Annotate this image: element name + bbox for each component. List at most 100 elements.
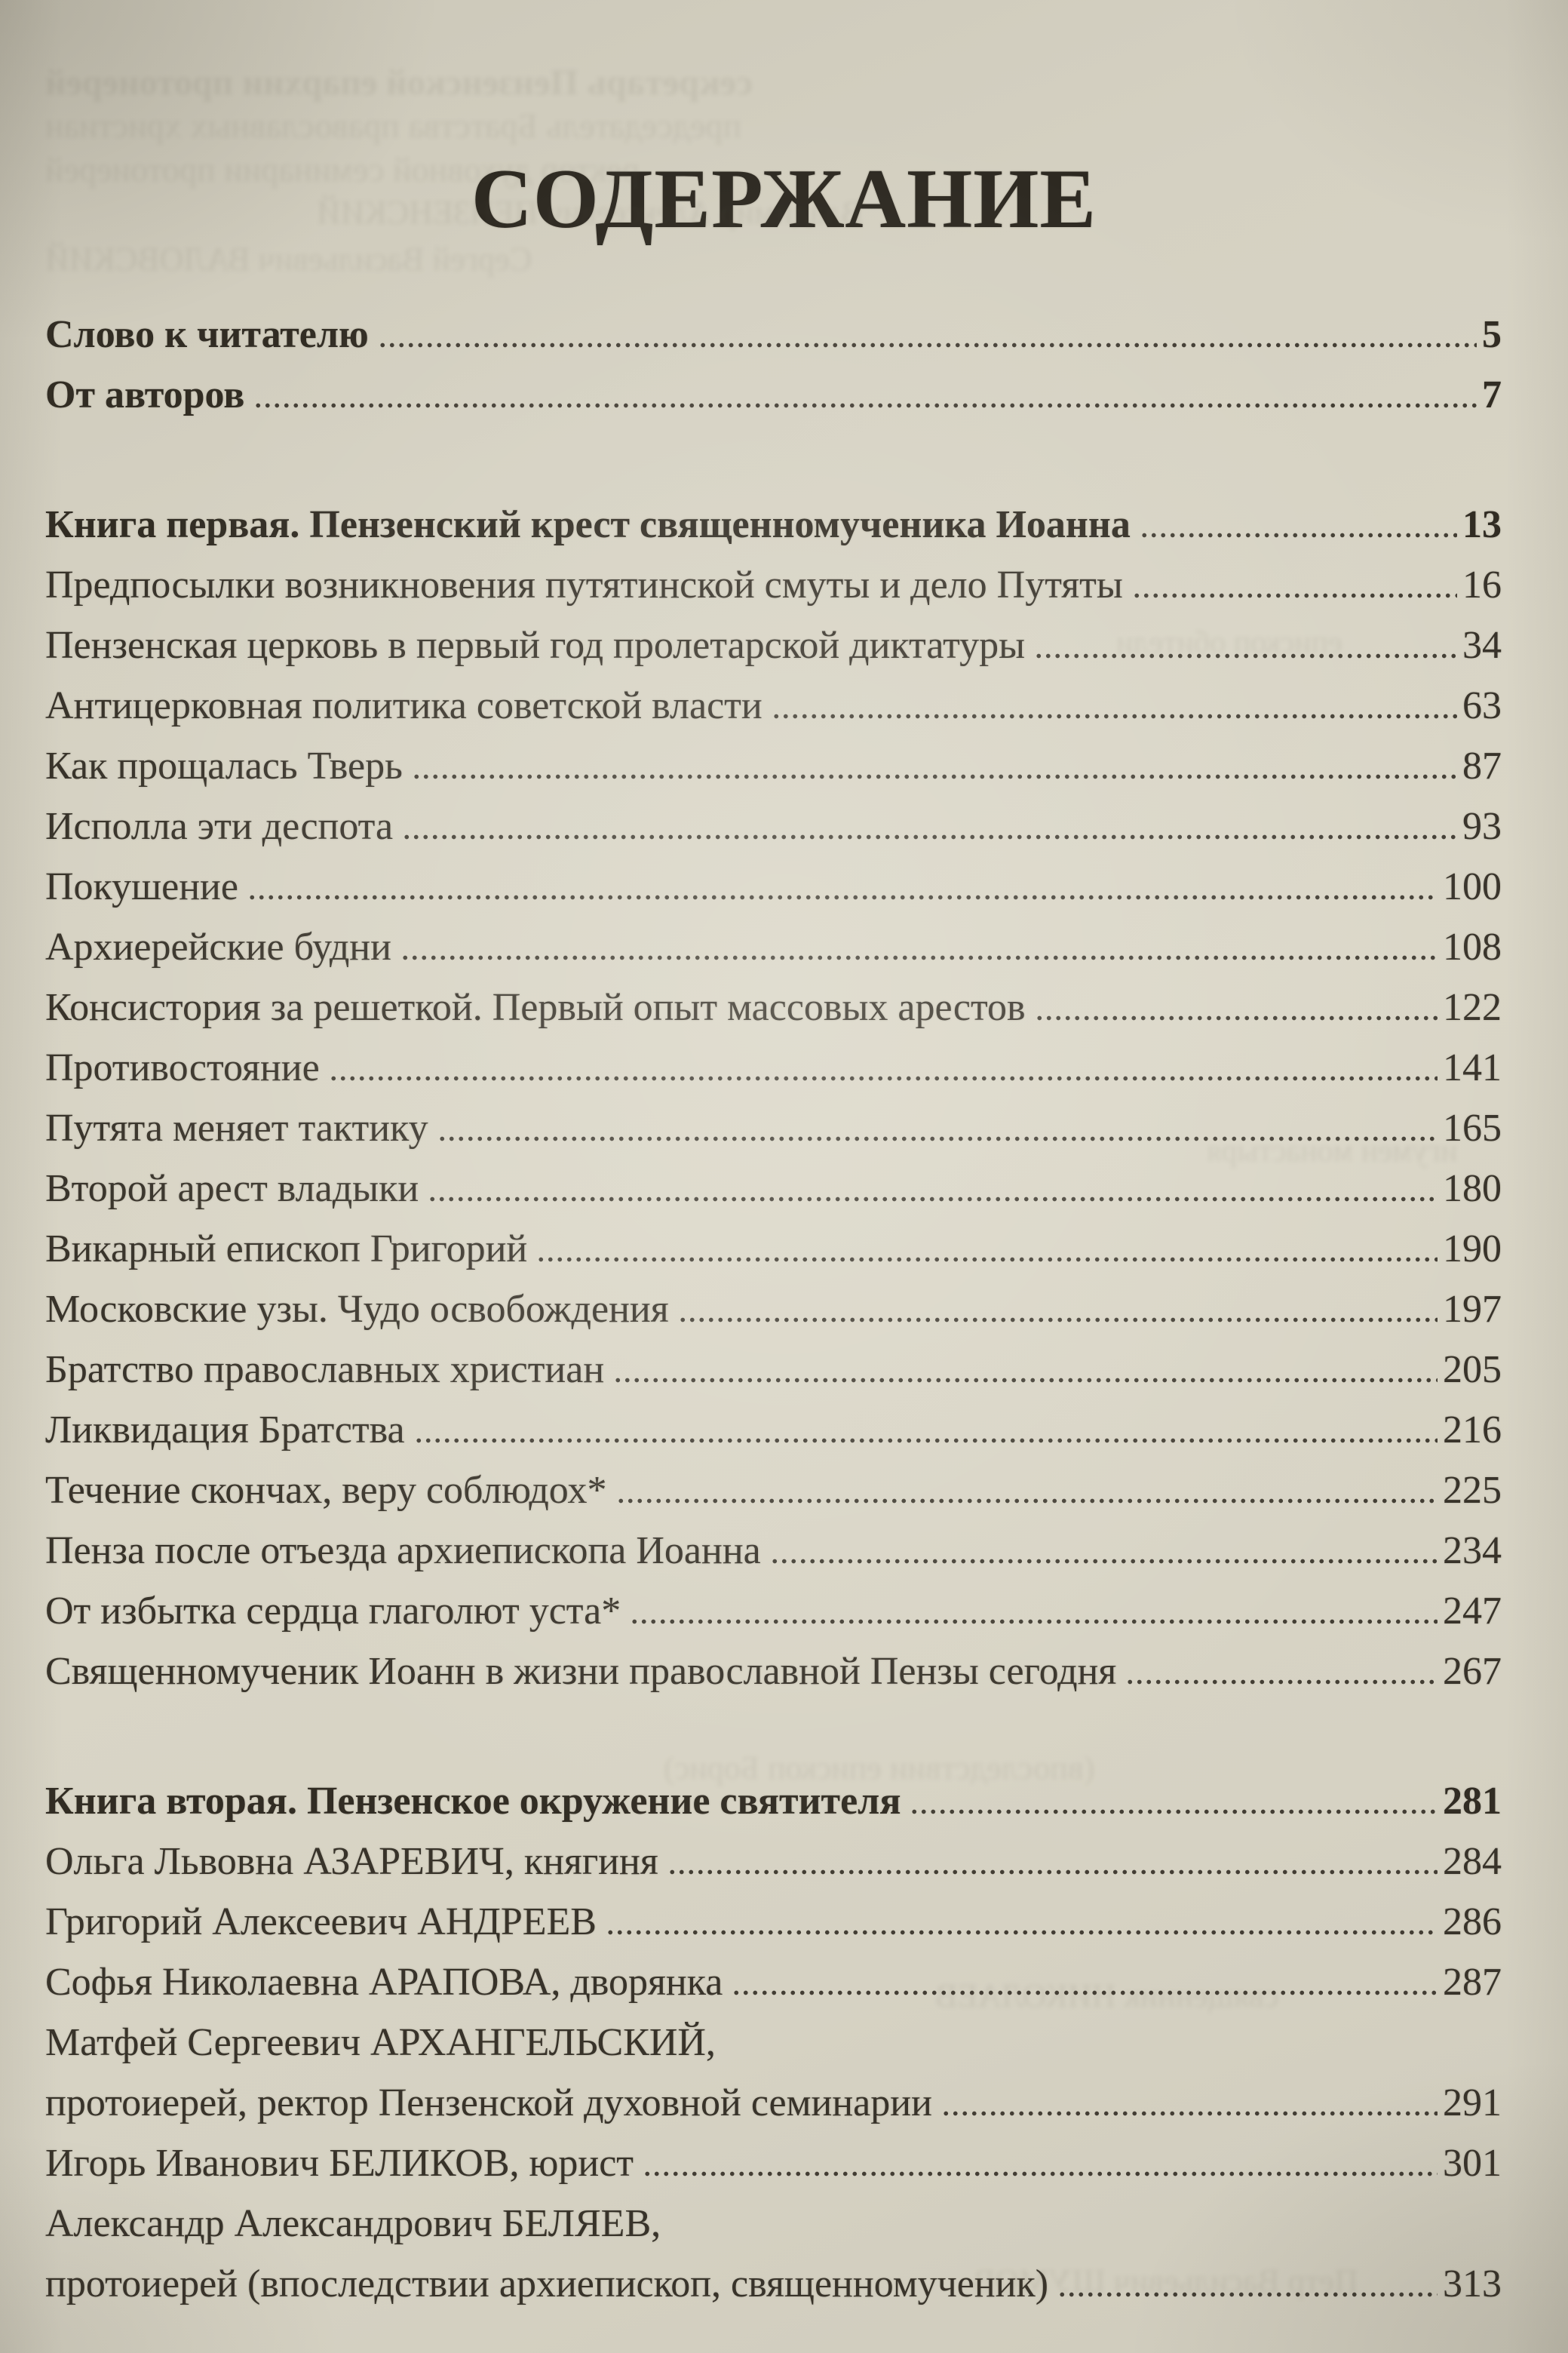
- toc-leader: [1032, 615, 1457, 676]
- toc-entry-label: Ликвидация Братства: [45, 1408, 405, 1451]
- toc-entry: Архиерейские будни 108: [45, 917, 1502, 978]
- toc-entry-label: Покушение: [45, 865, 238, 908]
- toc-entry-label: Софья Николаевна АРАПОВА, дворянка: [45, 1960, 723, 2004]
- toc-entry: От авторов 7: [45, 364, 1502, 425]
- toc-entry: Александр Александрович БЕЛЯЕВ,: [45, 2194, 1502, 2254]
- toc-leader: [434, 1098, 1438, 1159]
- toc-page-number: 291: [1443, 2081, 1502, 2124]
- toc-entry-label: Исполла эти деспота: [45, 804, 394, 848]
- toc-entry-label: Путята меняет тактику: [45, 1106, 428, 1150]
- toc-leader: [409, 736, 1457, 797]
- toc-entry: Пенза после отъезда архиепископа Иоанна …: [45, 1520, 1502, 1581]
- page-title: СОДЕРЖАНИЕ: [471, 152, 1097, 246]
- toc-page-number: 247: [1443, 1589, 1502, 1633]
- toc-page-number: 197: [1443, 1287, 1502, 1331]
- toc-leader: [769, 675, 1457, 736]
- toc-leader: [1032, 977, 1438, 1038]
- toc-entry: Слово к читателю 5: [45, 304, 1502, 365]
- toc-entry-label: Консистория за решеткой. Первый опыт мас…: [45, 985, 1026, 1029]
- toc-page-number: 225: [1443, 1468, 1502, 1512]
- toc-entry-label: Второй арест владыки: [45, 1166, 419, 1210]
- toc-entry: Московские узы. Чудо освобождения 197: [45, 1279, 1502, 1340]
- toc-entry: Предпосылки возникновения путятинской см…: [45, 554, 1502, 616]
- toc-entry: Софья Николаевна АРАПОВА, дворянка 287: [45, 1952, 1502, 2013]
- toc-leader: [729, 1952, 1438, 2013]
- toc-page-number: 7: [1482, 373, 1502, 416]
- bleedthrough-text: секретарь Пензенской епархии протоиерей: [45, 63, 753, 103]
- toc-leader: [613, 1460, 1438, 1521]
- toc-leader: [664, 1831, 1438, 1892]
- toc-leader: [1137, 494, 1457, 555]
- toc-page-number: 100: [1443, 865, 1502, 908]
- toc-page-number: 122: [1443, 985, 1502, 1029]
- toc-entry: протоиерей, ректор Пензенской духовной с…: [45, 2072, 1502, 2133]
- toc-page-number: 180: [1443, 1166, 1502, 1210]
- toc-leader: [397, 917, 1438, 978]
- toc-page-number: 108: [1443, 925, 1502, 969]
- toc-entry: Григорий Алексеевич АНДРЕЕВ 286: [45, 1891, 1502, 1952]
- toc-entry: Покушение 100: [45, 856, 1502, 917]
- bleedthrough-text: председатель Братства православных христ…: [45, 106, 741, 145]
- toc-entry-label: Александр Александрович БЕЛЯЕВ,: [45, 2201, 661, 2245]
- toc-leader: [907, 1771, 1438, 1832]
- toc-entry: Ольга Львовна АЗАРЕВИЧ, княгиня 284: [45, 1831, 1502, 1892]
- toc-entry: Течение скончах, веру соблюдох* 225: [45, 1460, 1502, 1521]
- toc-page-number: 63: [1462, 683, 1502, 727]
- toc-entry-label: Григорий Алексеевич АНДРЕЕВ: [45, 1900, 597, 1943]
- toc-entry-label: Игорь Иванович БЕЛИКОВ, юрист: [45, 2141, 634, 2185]
- toc-page-number: 34: [1462, 623, 1502, 667]
- toc-entry: Священномученик Иоанн в жизни православн…: [45, 1641, 1502, 1702]
- toc-leader: [244, 856, 1438, 917]
- toc-entry: Матфей Сергеевич АРХАНГЕЛЬСКИЙ,: [45, 2013, 1502, 2073]
- toc-entry: Второй арест владыки 180: [45, 1158, 1502, 1219]
- toc-entry-label: Викарный епископ Григорий: [45, 1227, 528, 1270]
- toc-leader: [767, 1520, 1438, 1581]
- toc-page-number: 190: [1443, 1227, 1502, 1270]
- toc-page-number: 141: [1443, 1046, 1502, 1089]
- toc-page-number: 165: [1443, 1106, 1502, 1150]
- toc-leader: [675, 1279, 1438, 1340]
- toc-entry: Консистория за решеткой. Первый опыт мас…: [45, 977, 1502, 1038]
- toc-page-number: 13: [1462, 502, 1502, 546]
- toc-entry-label: Книга вторая. Пензенское окружение святи…: [45, 1779, 901, 1823]
- toc-list: Слово к читателю 5 От авторов 7 Книга пе…: [0, 304, 1568, 2315]
- toc-page-number: 216: [1443, 1408, 1502, 1451]
- toc-leader: [640, 2133, 1438, 2194]
- toc-entry-label: Как прощалась Тверь: [45, 744, 403, 788]
- toc-page-number: 267: [1443, 1649, 1502, 1693]
- toc-page-number: 5: [1482, 312, 1502, 356]
- toc-page-number: 287: [1443, 1960, 1502, 2004]
- toc-page-number: 16: [1462, 563, 1502, 607]
- toc-entry-label: Пензенская церковь в первый год пролетар…: [45, 623, 1026, 667]
- toc-entry: От избытка сердца глаголют уста* 247: [45, 1580, 1502, 1642]
- toc-entry-label: Московские узы. Чудо освобождения: [45, 1287, 669, 1331]
- toc-leader: [534, 1218, 1438, 1279]
- toc-page-number: 284: [1443, 1839, 1502, 1883]
- toc-entry-label: Матфей Сергеевич АРХАНГЕЛЬСКИЙ,: [45, 2020, 716, 2064]
- toc-leader: [1123, 1641, 1438, 1702]
- toc-entry-label: Слово к читателю: [45, 312, 369, 356]
- toc-page-number: 281: [1443, 1779, 1502, 1823]
- toc-entry-label: протоиерей, ректор Пензенской духовной с…: [45, 2081, 932, 2124]
- toc-entry-label: Течение скончах, веру соблюдох*: [45, 1468, 607, 1512]
- toc-entry: Братство православных христиан 205: [45, 1339, 1502, 1400]
- toc-entry-label: Противостояние: [45, 1046, 320, 1089]
- toc-leader: [938, 2072, 1438, 2133]
- toc-entry: протоиерей (впоследствии архиепископ, св…: [45, 2253, 1502, 2315]
- toc-page-number: 301: [1443, 2141, 1502, 2185]
- toc-entry-label: Антицерковная политика советской власти: [45, 683, 763, 727]
- toc-page-number: 205: [1443, 1347, 1502, 1391]
- toc-entry: Пензенская церковь в первый год пролетар…: [45, 615, 1502, 676]
- toc-entry: Исполла эти деспота 93: [45, 796, 1502, 857]
- toc-leader: [611, 1339, 1438, 1400]
- toc-page-number: 313: [1443, 2262, 1502, 2305]
- toc-entry-label: Предпосылки возникновения путятинской см…: [45, 563, 1123, 607]
- toc-entry: Антицерковная политика советской власти …: [45, 675, 1502, 736]
- toc-leader: [1129, 554, 1457, 616]
- toc-entry-label: Священномученик Иоанн в жизни православн…: [45, 1649, 1117, 1693]
- toc-leader: [375, 304, 1477, 365]
- toc-leader: [251, 364, 1477, 425]
- toc-leader: [628, 1580, 1438, 1642]
- toc-page-number: 286: [1443, 1900, 1502, 1943]
